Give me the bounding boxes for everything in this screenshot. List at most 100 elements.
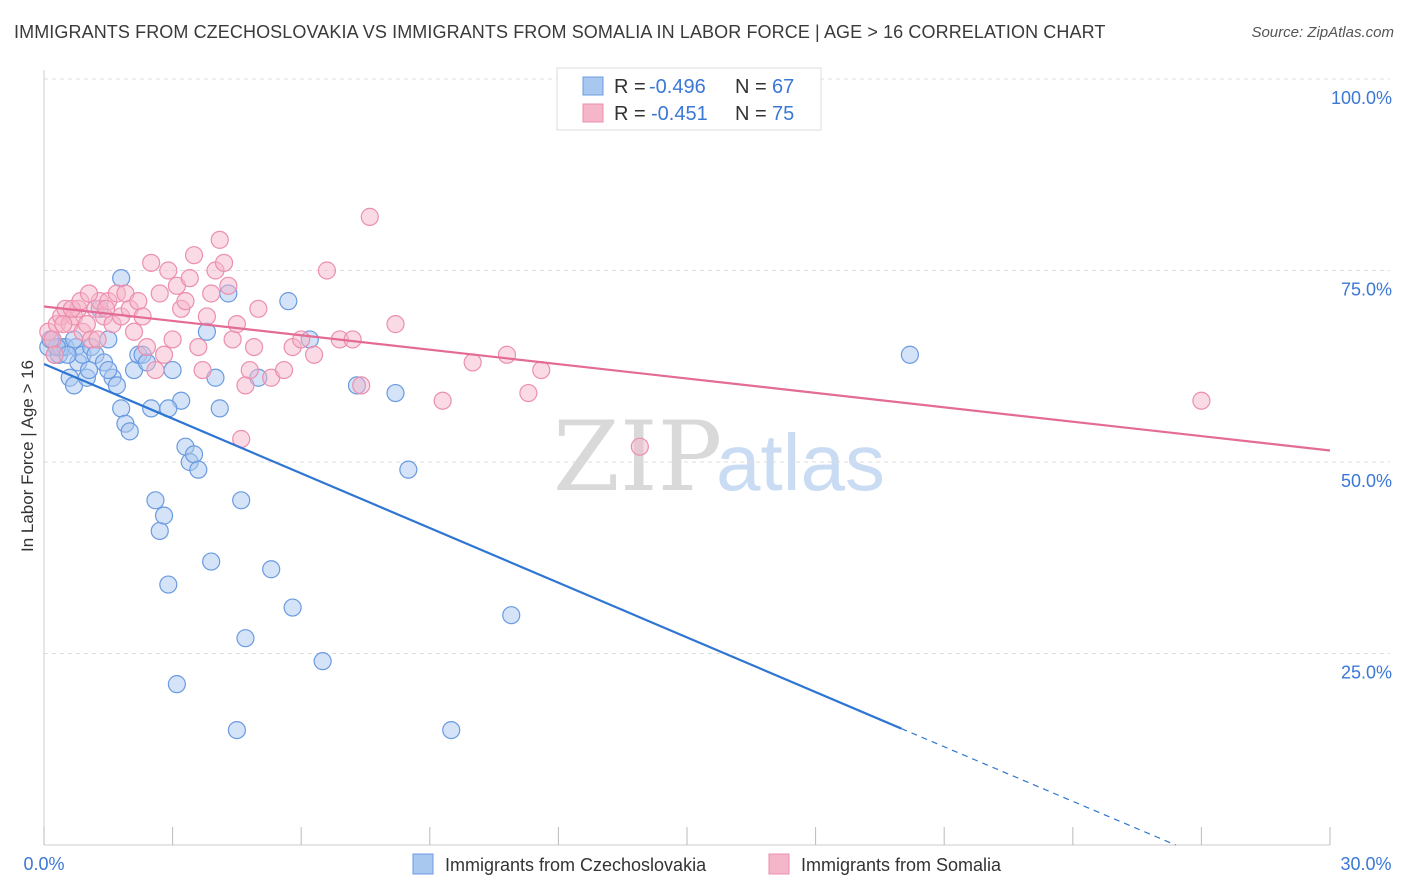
data-point-somalia bbox=[236, 376, 255, 395]
data-point-somalia bbox=[352, 376, 371, 395]
data-point-somalia bbox=[360, 207, 379, 226]
stats-czech-swatch bbox=[582, 76, 604, 96]
x-tick-label-min: 0.0% bbox=[23, 854, 64, 874]
legend-czech-label: Immigrants from Czechoslovakia bbox=[445, 855, 707, 875]
data-point-czechoslovakia bbox=[99, 360, 118, 380]
stats-somalia-n-value: 75 bbox=[772, 103, 794, 125]
data-point-czechoslovakia bbox=[189, 460, 208, 479]
data-point-czechoslovakia bbox=[150, 521, 169, 541]
data-point-somalia bbox=[163, 330, 182, 349]
stats-czech-n-value: 67 bbox=[772, 76, 794, 98]
data-point-czechoslovakia bbox=[120, 422, 139, 441]
data-point-somalia bbox=[180, 269, 199, 288]
watermark-zip: ZIP bbox=[553, 401, 722, 513]
data-point-somalia bbox=[137, 338, 156, 357]
data-point-somalia bbox=[240, 360, 259, 380]
data-point-somalia bbox=[249, 299, 268, 318]
data-point-czechoslovakia bbox=[202, 552, 221, 571]
data-point-czechoslovakia bbox=[442, 720, 461, 740]
series-somalia bbox=[39, 207, 1211, 456]
data-point-somalia bbox=[79, 284, 99, 303]
stats-box: R = -0.496 N = 67 R = -0.451 N = 75 bbox=[556, 67, 822, 131]
y-tick-label: 50.0% bbox=[1341, 471, 1392, 491]
data-point-somalia bbox=[176, 292, 195, 311]
data-point-somalia bbox=[189, 338, 208, 357]
data-point-czechoslovakia bbox=[79, 360, 99, 380]
data-point-somalia bbox=[193, 360, 212, 380]
stats-somalia-swatch bbox=[582, 103, 604, 123]
data-point-czechoslovakia bbox=[313, 652, 332, 671]
data-point-somalia bbox=[386, 315, 405, 334]
data-point-somalia bbox=[497, 345, 517, 364]
data-point-czechoslovakia bbox=[112, 399, 131, 418]
y-tick-label: 25.0% bbox=[1341, 663, 1392, 683]
bottom-legend: Immigrants from Czechoslovakia Immigrant… bbox=[412, 853, 1002, 875]
y-tick-label: 75.0% bbox=[1341, 280, 1392, 300]
data-point-somalia bbox=[129, 292, 148, 311]
data-point-somalia bbox=[154, 345, 174, 364]
data-point-somalia bbox=[532, 360, 551, 380]
data-point-somalia bbox=[202, 284, 221, 303]
y-tick-label: 100.0% bbox=[1331, 88, 1392, 108]
data-point-somalia bbox=[317, 261, 337, 280]
data-point-somalia bbox=[630, 437, 649, 456]
data-point-czechoslovakia bbox=[502, 606, 521, 625]
data-point-somalia bbox=[43, 330, 62, 349]
data-point-czechoslovakia bbox=[159, 575, 178, 594]
data-point-czechoslovakia bbox=[900, 345, 920, 364]
trendline-somalia bbox=[43, 305, 1331, 452]
data-point-somalia bbox=[210, 230, 229, 249]
data-point-somalia bbox=[88, 330, 107, 349]
x-tick-marks bbox=[43, 827, 1331, 845]
data-point-czechoslovakia bbox=[232, 491, 251, 510]
data-point-czechoslovakia bbox=[236, 629, 255, 648]
trendline-czechoslovakia bbox=[43, 362, 902, 730]
stats-czech-r-value: -0.496 bbox=[649, 76, 706, 98]
data-point-somalia bbox=[184, 246, 204, 265]
legend-somalia-swatch bbox=[768, 853, 790, 875]
data-point-czechoslovakia bbox=[283, 598, 302, 617]
stats-somalia-r-value: -0.451 bbox=[651, 103, 708, 125]
data-point-czechoslovakia bbox=[163, 360, 182, 380]
data-point-czechoslovakia bbox=[112, 269, 131, 288]
stats-czech-n-label: N = bbox=[735, 76, 767, 98]
data-point-somalia bbox=[433, 391, 452, 410]
data-point-czechoslovakia bbox=[210, 399, 229, 418]
source-credit: Source: ZipAtlas.com bbox=[1251, 24, 1394, 41]
data-point-somalia bbox=[519, 383, 538, 403]
data-point-somalia bbox=[197, 307, 216, 326]
data-point-czechoslovakia bbox=[386, 383, 405, 403]
stats-somalia-n-label: N = bbox=[735, 103, 767, 125]
data-point-somalia bbox=[223, 330, 242, 349]
chart-title: IMMIGRANTS FROM CZECHOSLOVAKIA VS IMMIGR… bbox=[14, 22, 1106, 42]
y-tick-labels: 25.0% 50.0% 75.0% 100.0% bbox=[1331, 88, 1392, 683]
x-tick-label-max: 30.0% bbox=[1340, 854, 1391, 874]
data-point-czechoslovakia bbox=[154, 506, 174, 525]
data-point-somalia bbox=[159, 261, 178, 280]
trendlines bbox=[43, 305, 1331, 846]
data-point-czechoslovakia bbox=[167, 675, 186, 694]
data-point-somalia bbox=[1192, 391, 1211, 410]
data-point-somalia bbox=[274, 360, 294, 380]
data-point-czechoslovakia bbox=[227, 720, 246, 740]
data-point-somalia bbox=[45, 345, 64, 364]
data-point-somalia bbox=[77, 315, 96, 334]
data-point-czechoslovakia bbox=[279, 292, 298, 311]
watermark-atlas: atlas bbox=[716, 418, 885, 507]
data-point-czechoslovakia bbox=[399, 460, 418, 479]
data-point-czechoslovakia bbox=[262, 560, 281, 579]
legend-somalia-label: Immigrants from Somalia bbox=[801, 855, 1002, 875]
legend-czech-swatch bbox=[412, 853, 434, 875]
data-point-somalia bbox=[463, 353, 482, 372]
data-point-somalia bbox=[227, 315, 246, 334]
data-point-czechoslovakia bbox=[146, 491, 165, 510]
data-point-somalia bbox=[304, 345, 324, 364]
data-point-somalia bbox=[142, 253, 161, 272]
data-point-somalia bbox=[124, 322, 144, 341]
data-point-somalia bbox=[150, 284, 169, 303]
data-point-czechoslovakia bbox=[184, 445, 204, 464]
stats-czech-r-label: R = bbox=[614, 76, 646, 98]
trendline-czechoslovakia-extension bbox=[901, 728, 1176, 846]
data-point-somalia bbox=[292, 330, 311, 349]
